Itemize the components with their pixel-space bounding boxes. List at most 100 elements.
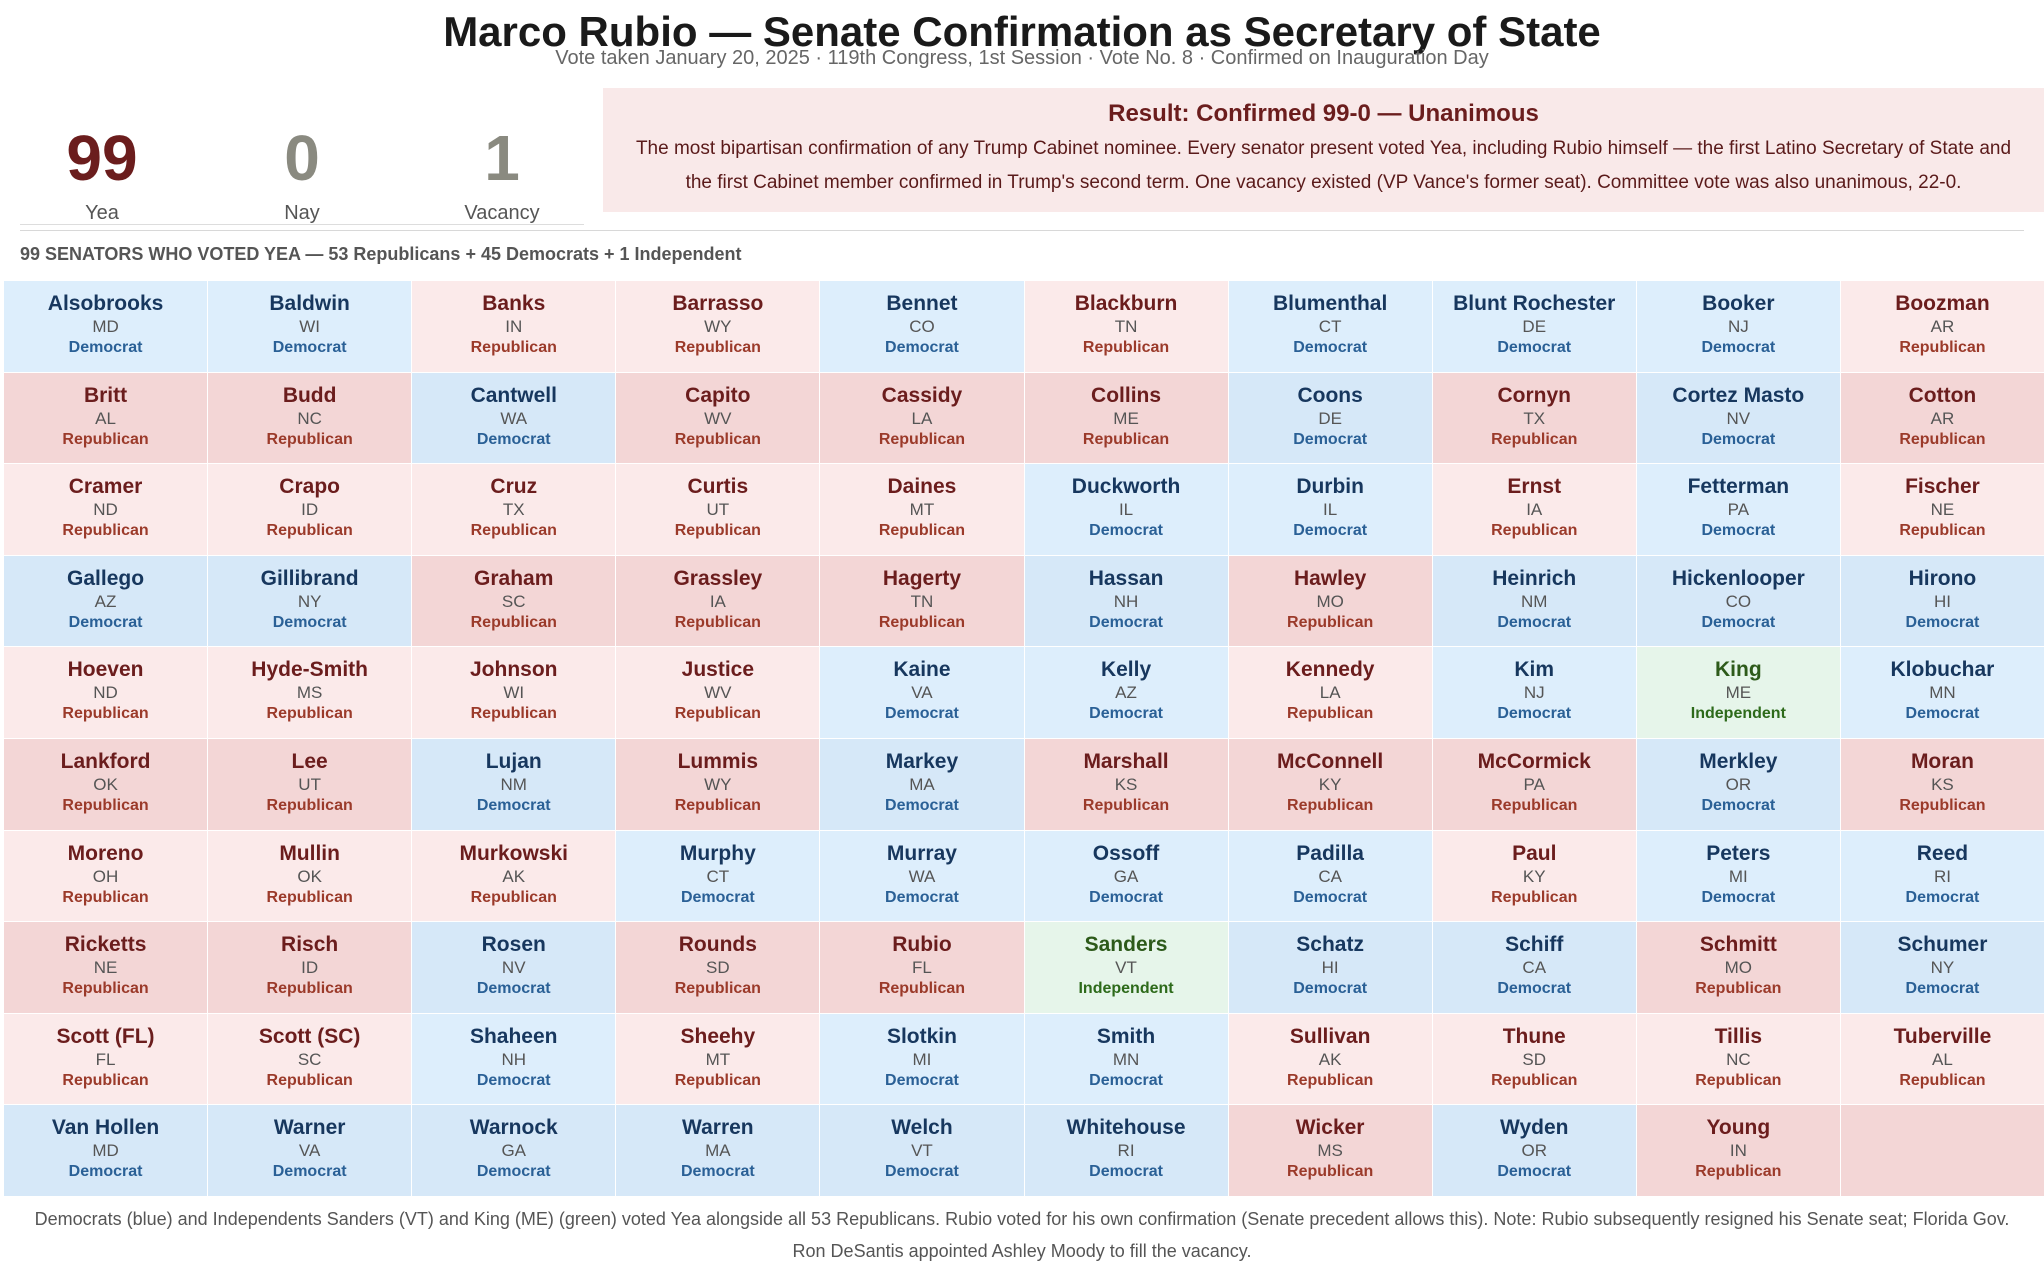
senator-name: Scott (SC) (258, 1024, 361, 1048)
senator-cell: Baldwin WI Democrat (208, 281, 412, 372)
senator-cell: Banks IN Republican (412, 281, 616, 372)
senator-party: Democrat (885, 1163, 959, 1181)
senator-cell: Lummis WY Republican (616, 738, 820, 830)
senator-name: Fischer (1905, 475, 1980, 499)
senator-party: Democrat (680, 888, 755, 906)
senator-state: HI (1933, 591, 1951, 611)
senator-state: MT (705, 1049, 731, 1069)
senator-name: Wyden (1500, 1116, 1569, 1140)
stat-yea-value: 99 (66, 122, 138, 194)
senator-cell: Grassley IA Republican (616, 555, 820, 647)
senator-state: SC (501, 591, 526, 611)
stats-divider (20, 224, 584, 225)
senator-state: TX (1523, 408, 1546, 428)
senator-party: Republican (674, 613, 761, 631)
senator-cell: Murphy CT Democrat (616, 830, 820, 922)
senator-state: KY (1522, 866, 1546, 886)
senator-cell: King ME Independent (1636, 647, 1840, 738)
senator-name: Duckworth (1071, 475, 1181, 499)
senator-party: Democrat (476, 796, 551, 814)
senator-state: NJ (1523, 683, 1545, 703)
senator-name: Welch (891, 1116, 953, 1140)
senator-party: Republican (1695, 980, 1782, 998)
senator-cell: Hirono HI Democrat (1840, 555, 2044, 647)
senator-name: Cantwell (470, 383, 557, 407)
senator-state: KS (1931, 774, 1954, 794)
senator-name: Gillibrand (260, 566, 359, 590)
senator-party: Democrat (1089, 522, 1163, 540)
senator-name: Lee (291, 749, 328, 773)
senator-cell: Hickenlooper CO Democrat (1636, 555, 1840, 647)
senator-cell: McCormick PA Republican (1432, 738, 1636, 830)
senator-party: Democrat (1293, 339, 1368, 356)
senator-cell: Fetterman PA Democrat (1636, 464, 1840, 555)
senator-party: Republican (1491, 1071, 1578, 1089)
senator-party: Republican (1287, 1163, 1374, 1181)
senator-name: Britt (83, 383, 128, 407)
senator-cell: Sanders VT Independent (1024, 922, 1228, 1013)
section-divider (20, 230, 2024, 231)
senator-name: Scott (FL) (56, 1024, 155, 1048)
senator-cell: Hoeven ND Republican (4, 647, 208, 738)
senator-cell: Hawley MO Republican (1228, 555, 1432, 647)
senator-name: Hawley (1293, 566, 1367, 590)
senator-state: AL (1932, 1049, 1953, 1069)
senator-state: NY (297, 591, 322, 611)
senator-cell: Hassan NH Democrat (1024, 555, 1228, 647)
stat-yea: 99 Yea (2, 118, 202, 226)
senator-party: Democrat (68, 613, 143, 631)
senator-cell: Heinrich NM Democrat (1432, 555, 1636, 647)
senator-party: Republican (1287, 1071, 1374, 1089)
senator-cell: Murkowski AK Republican (412, 830, 616, 922)
senator-cell: Tuberville AL Republican (1840, 1013, 2044, 1105)
senator-cell: Padilla CA Democrat (1228, 830, 1432, 922)
senator-cell: Young IN Republican (1636, 1105, 1840, 1196)
senator-party: Democrat (476, 980, 551, 998)
senator-name: Sullivan (1289, 1024, 1371, 1048)
senator-state: MA (705, 1141, 731, 1161)
senator-cell: Marshall KS Republican (1024, 738, 1228, 830)
senator-name: Smith (1096, 1024, 1156, 1048)
senator-name: Ernst (1507, 475, 1562, 499)
senator-name: Blackburn (1074, 292, 1178, 315)
senator-name: Moreno (67, 841, 144, 865)
page-subtitle: Vote taken January 20, 2025 · 119th Cong… (555, 47, 1489, 69)
senator-state: NY (1930, 958, 1955, 978)
senator-party: Republican (878, 980, 966, 998)
senator-state: VA (298, 1141, 321, 1161)
senator-cell: Scott (SC) SC Republican (208, 1013, 412, 1105)
senator-state: AR (1930, 317, 1955, 336)
senator-name: Slotkin (886, 1024, 957, 1048)
senator-cell: Capito WV Republican (616, 372, 820, 464)
senator-party: Democrat (1701, 613, 1776, 631)
senator-party: Republican (674, 980, 761, 998)
senator-party: Republican (266, 980, 353, 998)
senator-party: Republican (266, 522, 353, 540)
senator-party: Republican (878, 613, 966, 631)
senator-cell: Ricketts NE Republican (4, 922, 208, 1013)
senator-party: Democrat (1701, 430, 1776, 448)
senator-state: OK (93, 774, 118, 794)
senator-state: UT (298, 774, 321, 794)
senator-party: Republican (266, 430, 353, 448)
senator-name: Boozman (1895, 292, 1990, 315)
senator-state: MA (909, 774, 935, 794)
senator-party: Republican (1899, 1071, 1986, 1089)
senator-party: Independent (1690, 705, 1786, 723)
senator-state: DE (1522, 317, 1547, 336)
senator-party: Democrat (1905, 705, 1980, 723)
senator-name: Daines (887, 475, 957, 499)
senator-name: Merkley (1699, 749, 1778, 773)
senator-party: Republican (1082, 339, 1170, 356)
senator-party: Democrat (680, 1163, 755, 1181)
senator-cell: Smith MN Democrat (1024, 1013, 1228, 1105)
senator-state: TN (910, 591, 934, 611)
senator-party: Democrat (68, 339, 143, 356)
senator-party: Democrat (885, 705, 959, 723)
senator-party: Republican (470, 888, 557, 906)
senator-name: Klobuchar (1890, 658, 1995, 682)
senator-name: Murkowski (459, 841, 568, 865)
senator-cell: Daines MT Republican (820, 464, 1024, 555)
senator-cell: Lee UT Republican (208, 738, 412, 830)
